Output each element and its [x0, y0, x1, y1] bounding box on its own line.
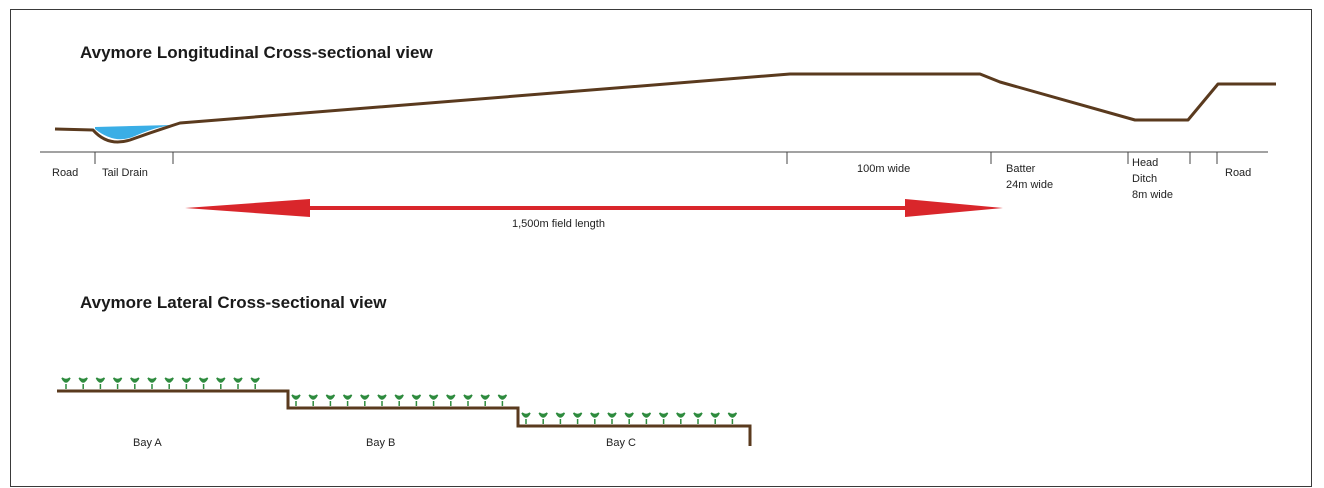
plant-icon	[693, 412, 703, 424]
plant-icon	[325, 394, 336, 406]
label-batter-width: 24m wide	[1006, 179, 1053, 191]
plant-icon	[377, 394, 387, 406]
plant-icon	[250, 377, 260, 389]
plant-icon	[607, 412, 617, 424]
label-batter: Batter	[1006, 163, 1036, 175]
label-ditch-width: 8m wide	[1132, 189, 1173, 201]
plant-icon	[112, 377, 123, 389]
plant-icon	[233, 377, 243, 389]
plant-icon	[676, 412, 686, 424]
field-length-arrow-right-head	[905, 199, 1003, 217]
tail-drain-water	[95, 125, 172, 140]
plant-icon	[658, 412, 669, 424]
plant-icon	[572, 412, 583, 424]
plant-icon	[497, 394, 508, 406]
plant-icon	[555, 412, 566, 424]
plant-icon	[78, 377, 88, 389]
lateral-ground-profile	[57, 389, 752, 446]
field-length-label: 1,500m field length	[512, 218, 605, 230]
plant-icon	[291, 394, 301, 406]
bay-a-label: Bay A	[133, 437, 162, 449]
plant-icon	[181, 377, 192, 389]
ground-profile	[54, 72, 1276, 144]
plant-icon	[308, 394, 318, 406]
label-tail-drain: Tail Drain	[102, 167, 148, 179]
plant-icon	[446, 394, 456, 406]
bay-c-label: Bay C	[606, 437, 636, 449]
plant-icon	[538, 412, 548, 424]
plant-icon	[641, 412, 652, 424]
label-road-left: Road	[52, 167, 78, 179]
plant-icon	[710, 412, 720, 424]
plant-icon	[521, 412, 531, 424]
plant-icon	[411, 394, 422, 406]
plant-icon	[61, 377, 71, 389]
plant-icon	[164, 377, 174, 389]
label-ditch: Ditch	[1132, 173, 1157, 185]
label-head: Head	[1132, 157, 1158, 169]
plant-icon	[342, 394, 353, 406]
bay-plants	[61, 377, 738, 424]
plant-icon	[147, 377, 157, 389]
plant-icon	[727, 412, 738, 424]
label-road-right: Road	[1225, 167, 1251, 179]
section-ticks	[94, 152, 1218, 164]
plant-icon	[360, 394, 370, 406]
plant-icon	[480, 394, 490, 406]
bay-b-label: Bay B	[366, 437, 395, 449]
plant-icon	[624, 412, 634, 424]
lateral-title: Avymore Lateral Cross-sectional view	[80, 293, 387, 312]
longitudinal-title: Avymore Longitudinal Cross-sectional vie…	[80, 43, 433, 62]
diagram-frame	[10, 9, 1312, 487]
plant-icon	[130, 377, 140, 389]
plant-icon	[216, 377, 226, 389]
label-100m-wide: 100m wide	[857, 163, 910, 175]
plant-icon	[394, 394, 404, 406]
plant-icon	[198, 377, 209, 389]
field-length-arrow	[185, 199, 1003, 217]
plant-icon	[95, 377, 106, 389]
plant-icon	[590, 412, 600, 424]
plant-icon	[428, 394, 439, 406]
field-length-arrow-left-head	[185, 199, 310, 217]
plant-icon	[463, 394, 473, 406]
